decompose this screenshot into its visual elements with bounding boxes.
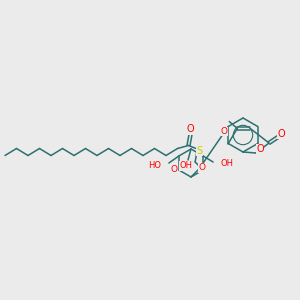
Text: O: O [256,144,264,154]
Text: S: S [196,146,202,155]
Text: O: O [277,129,285,139]
Text: O: O [221,127,228,136]
Text: OH: OH [220,160,233,169]
Text: O: O [199,164,206,172]
Text: HO: HO [148,160,161,169]
Text: O: O [170,166,177,175]
Text: O: O [187,124,194,134]
Text: OH: OH [179,161,193,170]
